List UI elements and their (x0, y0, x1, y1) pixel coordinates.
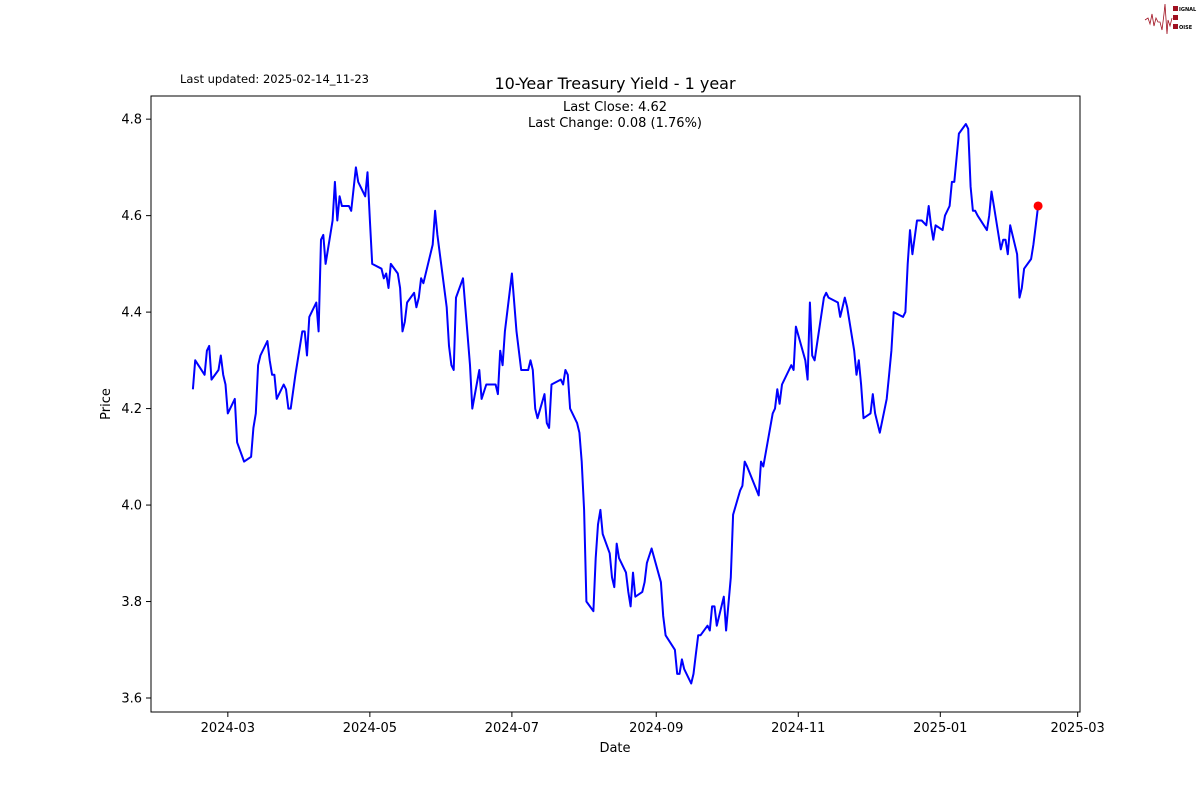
y-tick-label: 4.0 (121, 499, 142, 514)
y-tick-label: 3.8 (121, 595, 142, 610)
axes-frame (150, 95, 1081, 713)
series-line (191, 123, 1040, 685)
last-close-marker (1033, 201, 1043, 211)
x-tick-label: 2024-03 (201, 721, 255, 736)
x-tick-label: 2024-07 (485, 721, 539, 736)
x-tick-label: 2024-09 (629, 721, 683, 736)
y-tick-label: 4.2 (121, 402, 142, 417)
y-tick-label: 4.8 (121, 113, 142, 128)
x-tick-label: 2024-05 (343, 721, 397, 736)
x-axis: 2024-03 2024-05 2024-07 2024-09 2024-11 2025-… (201, 712, 1105, 736)
svg-text:OISE: OISE (1179, 25, 1193, 31)
y-tick-label: 4.4 (121, 306, 142, 321)
y-axis: 3.6 3.8 4.0 4.2 4.4 4.6 4.8 (121, 113, 151, 707)
last-change-annotation: Last Change: 0.08 (1.76%) (528, 116, 702, 131)
y-axis-label: Price (99, 388, 114, 420)
last-updated-label: Last updated: 2025-02-14_11-23 (180, 72, 369, 86)
x-tick-label: 2025-03 (1051, 721, 1105, 736)
y-tick-label: 4.6 (121, 209, 142, 224)
logo-wave-icon (1144, 3, 1173, 35)
last-close-annotation: Last Close: 4.62 (563, 100, 667, 115)
x-axis-label: Date (599, 741, 630, 756)
logo: IGNAL OISE (1144, 3, 1197, 35)
svg-text:IGNAL: IGNAL (1179, 7, 1197, 13)
x-tick-label: 2025-01 (913, 721, 967, 736)
chart-title: 10-Year Treasury Yield - 1 year (494, 74, 736, 93)
plot-area (191, 123, 1043, 685)
x-tick-label: 2024-11 (771, 721, 825, 736)
y-tick-label: 3.6 (121, 692, 142, 707)
